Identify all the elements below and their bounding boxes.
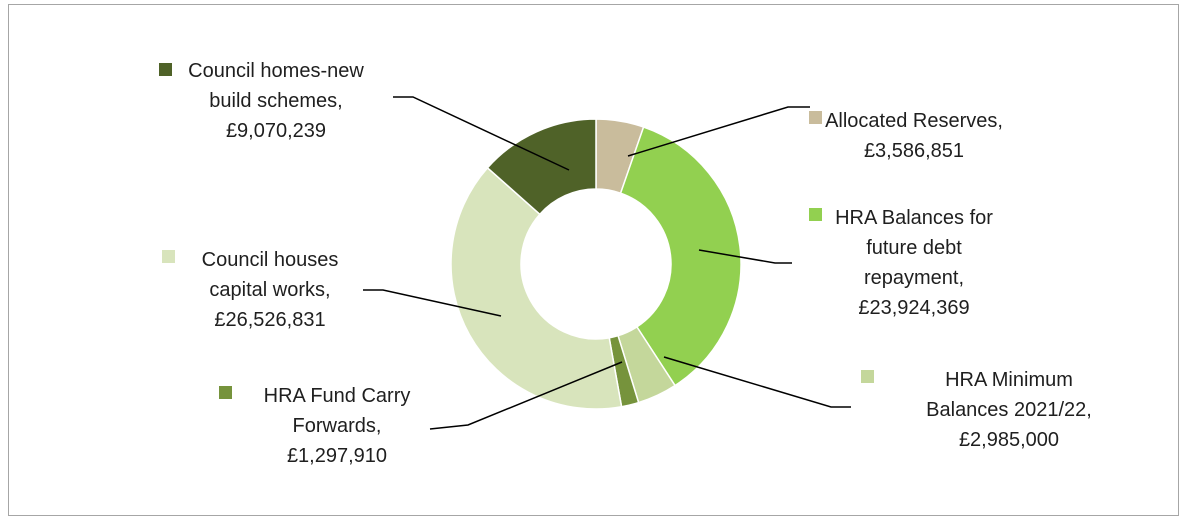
- legend-marker-hra-fund-carry-forwards: [219, 386, 232, 399]
- data-label-council-homes-new-build-schemes: Council homes-new build schemes, £9,070,23…: [188, 60, 364, 142]
- chart-frame: Allocated Reserves, £3,586,851 HRA Balance…: [8, 4, 1179, 516]
- legend-marker-hra-balances-for-future-debt-repayment: [809, 208, 822, 221]
- data-label-hra-minimum-balances-2021-22: HRA Minimum Balances 2021/22, £2,985,000: [926, 369, 1092, 451]
- data-label-council-houses-capital-works: Council houses capital works, £26,526,831: [202, 249, 339, 331]
- legend-marker-council-houses-capital-works: [162, 250, 175, 263]
- legend-marker-allocated-reserves: [809, 111, 822, 124]
- data-label-allocated-reserves: Allocated Reserves, £3,586,851: [825, 110, 1003, 162]
- data-label-hra-balances-for-future-debt-repayment: HRA Balances for future debt repayment, £23…: [835, 207, 993, 319]
- legend-marker-council-homes-new-build-schemes: [159, 63, 172, 76]
- donut-chart: Allocated Reserves, £3,586,851 HRA Balance…: [9, 5, 1180, 517]
- data-label-hra-fund-carry-forwards: HRA Fund Carry Forwards, £1,297,910: [264, 385, 411, 467]
- legend-marker-hra-minimum-balances-2021-22: [861, 370, 874, 383]
